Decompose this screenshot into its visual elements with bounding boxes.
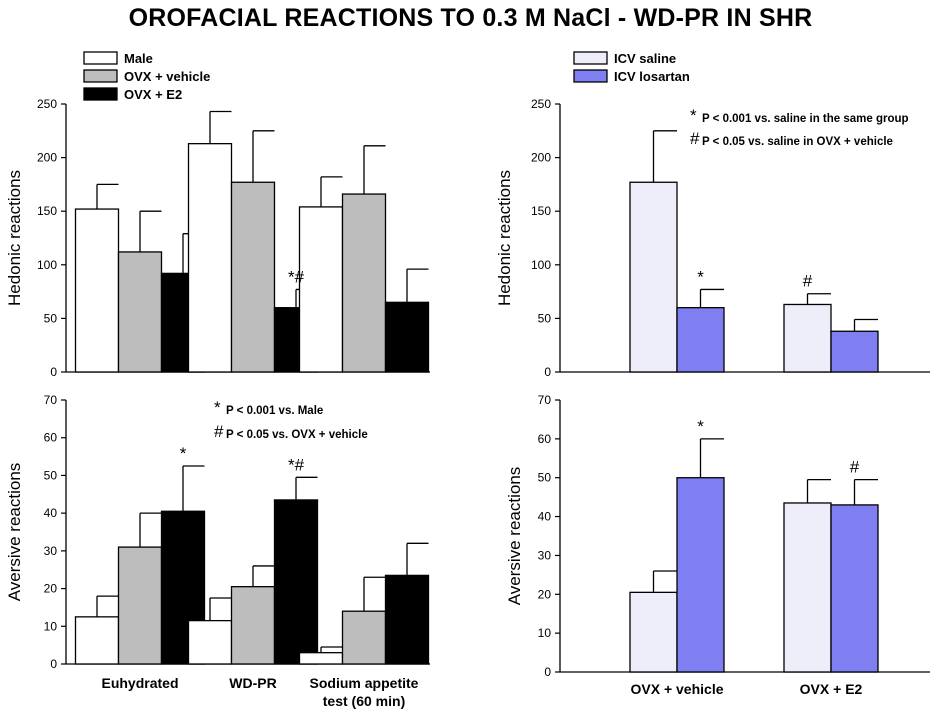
y-axis-title: Aversive reactions <box>5 463 24 602</box>
bar-ovx-e2 <box>384 574 430 665</box>
significance-mark: * <box>697 417 704 436</box>
y-axis-title: Aversive reactions <box>505 467 524 606</box>
note-symbol: * <box>690 106 697 125</box>
bar-ovx-vehicle <box>117 546 163 665</box>
y-tick-label: 40 <box>538 510 552 524</box>
note-text: P < 0.05 vs. OVX + vehicle <box>226 429 368 441</box>
y-tick-label: 50 <box>538 471 552 485</box>
legend-label: OVX + E2 <box>124 87 182 102</box>
significance-mark: * <box>180 444 187 463</box>
legend-label: Male <box>124 51 153 66</box>
bar-male <box>298 652 344 665</box>
y-tick-label: 200 <box>531 151 551 165</box>
y-tick-label: 0 <box>50 365 57 379</box>
y-tick-label: 0 <box>544 365 551 379</box>
y-axis-title: Hedonic reactions <box>5 170 24 306</box>
bar-icv-saline <box>629 591 678 673</box>
x-category-label: OVX + E2 <box>800 681 863 697</box>
bar-icv-saline <box>629 181 678 373</box>
legend-swatch <box>573 69 608 83</box>
bar-ovx-e2 <box>273 499 319 665</box>
legend-label: ICV losartan <box>614 69 690 84</box>
x-category-label: test (60 min) <box>323 693 405 709</box>
y-tick-label: 10 <box>538 626 552 640</box>
y-tick-label: 150 <box>37 204 57 218</box>
x-category-label: OVX + vehicle <box>631 681 724 697</box>
legend-swatch <box>83 87 118 101</box>
bar-icv-losartan <box>676 477 725 673</box>
y-tick-label: 100 <box>531 258 551 272</box>
figure-title: OROFACIAL REACTIONS TO 0.3 M NaCl - WD-P… <box>128 4 813 32</box>
note-symbol: # <box>214 422 224 441</box>
bar-ovx-e2 <box>384 301 430 373</box>
significance-mark: *# <box>288 267 305 286</box>
x-category-label: WD-PR <box>229 675 276 691</box>
y-tick-label: 150 <box>531 204 551 218</box>
y-tick-label: 50 <box>44 468 58 482</box>
y-tick-label: 20 <box>538 587 552 601</box>
bar-ovx-vehicle <box>341 610 387 665</box>
bar-icv-losartan <box>676 307 725 373</box>
bar-icv-losartan <box>830 504 879 673</box>
x-category-label: Sodium appetite <box>310 675 419 691</box>
y-tick-label: 20 <box>44 582 58 596</box>
y-tick-label: 0 <box>544 665 551 679</box>
y-tick-label: 50 <box>538 311 552 325</box>
note-text: P < 0.001 vs. Male <box>226 405 323 417</box>
bar-male <box>187 143 233 373</box>
chart-bottom-right: 0 10 20 30 40 50 60 70 Aversive reactions * # OVX +… <box>505 393 930 697</box>
significance-mark: *# <box>288 455 305 474</box>
legend-label: ICV saline <box>614 51 676 66</box>
note-text: P < 0.05 vs. saline in OVX + vehicle <box>702 136 893 148</box>
y-tick-label: 70 <box>44 393 58 407</box>
bar-icv-losartan <box>830 330 879 373</box>
y-tick-label: 100 <box>37 258 57 272</box>
y-tick-label: 10 <box>44 619 58 633</box>
bar-ovx-vehicle <box>230 181 276 373</box>
x-category-label: Euhydrated <box>101 675 178 691</box>
bar-icv-saline <box>783 303 832 373</box>
y-tick-label: 50 <box>44 311 58 325</box>
bar-icv-saline <box>783 502 832 673</box>
y-tick-label: 30 <box>44 544 58 558</box>
bar-male <box>74 616 120 665</box>
legend-swatch <box>83 51 118 65</box>
y-tick-label: 250 <box>37 97 57 111</box>
significance-mark: # <box>850 458 860 477</box>
significance-mark: # <box>803 272 813 291</box>
note-symbol: # <box>690 129 700 148</box>
legend-label: OVX + vehicle <box>124 69 210 84</box>
y-tick-label: 200 <box>37 151 57 165</box>
bar-male <box>298 206 344 373</box>
bar-ovx-vehicle <box>341 193 387 373</box>
bar-male <box>74 208 120 373</box>
y-tick-label: 60 <box>44 431 58 445</box>
y-tick-label: 0 <box>50 657 57 671</box>
y-tick-label: 250 <box>531 97 551 111</box>
bar-ovx-vehicle <box>117 251 163 373</box>
y-axis-title: Hedonic reactions <box>495 170 514 306</box>
chart-top-left: 0 50 100 150 200 250 Hedonic reactions *# Male OV… <box>5 51 430 379</box>
legend-swatch <box>83 69 118 83</box>
legend-swatch <box>573 51 608 65</box>
y-tick-label: 70 <box>538 393 552 407</box>
significance-mark: * <box>697 267 704 286</box>
y-tick-label: 30 <box>538 548 552 562</box>
chart-top-right: 0 50 100 150 200 250 Hedonic reactions * # ICV sa… <box>495 51 930 379</box>
bar-male <box>187 619 233 665</box>
y-tick-label: 60 <box>538 432 552 446</box>
note-symbol: * <box>214 398 221 417</box>
bar-ovx-vehicle <box>230 586 276 665</box>
note-text: P < 0.001 vs. saline in the same group <box>702 113 909 125</box>
y-tick-label: 40 <box>44 506 58 520</box>
